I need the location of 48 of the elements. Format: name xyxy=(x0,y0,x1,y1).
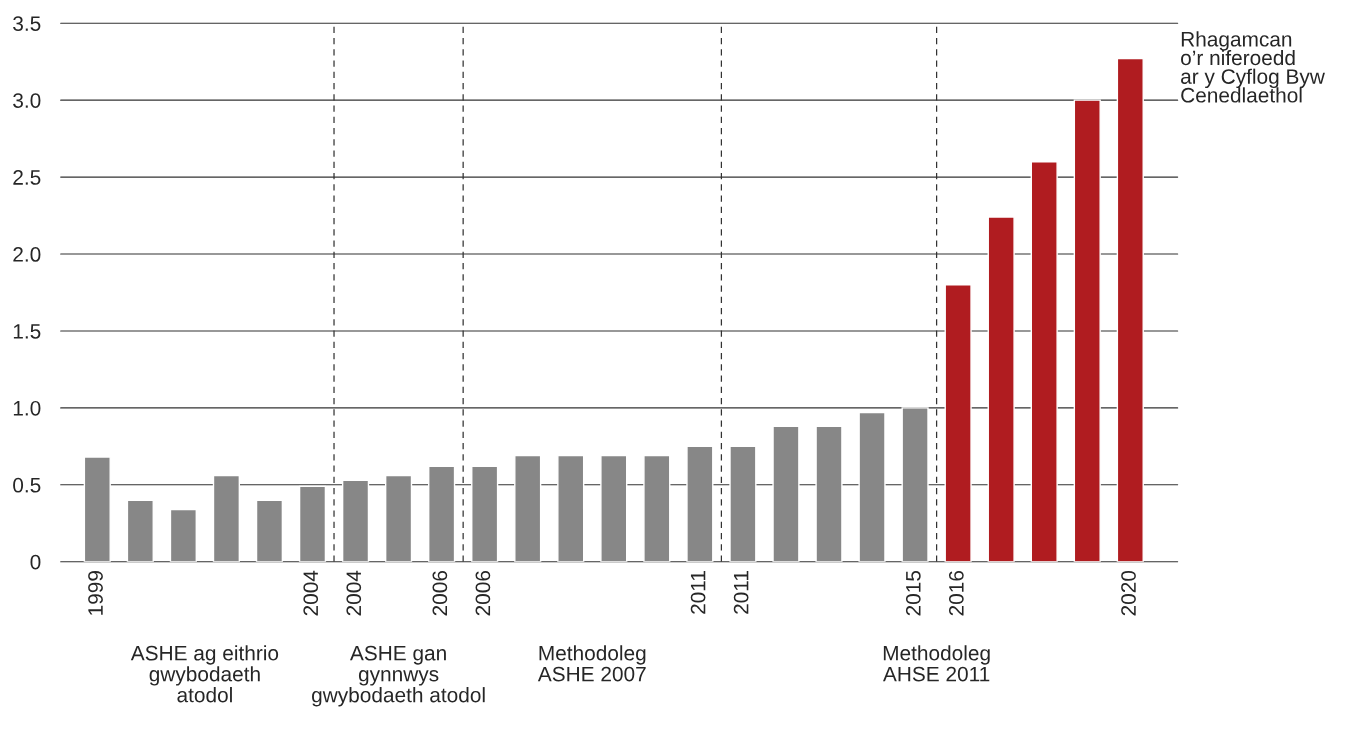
bar xyxy=(901,407,929,562)
bar xyxy=(514,454,542,562)
x-tick-label: 2011 xyxy=(690,571,706,614)
bar xyxy=(1116,57,1144,562)
bar xyxy=(772,425,800,562)
bar xyxy=(169,508,197,562)
bar xyxy=(126,499,154,562)
bar xyxy=(1073,99,1101,562)
text: Methodoleg AHSE 2011 xyxy=(882,645,990,682)
x-tick-label: 2015 xyxy=(905,570,921,616)
bar xyxy=(384,474,413,562)
text: Methodoleg ASHE 2007 xyxy=(537,645,646,682)
y-tick-label: 3.5 xyxy=(13,16,41,31)
bar xyxy=(815,425,843,562)
bar xyxy=(255,499,284,562)
x-tick-label: 2016 xyxy=(948,570,964,616)
bar xyxy=(944,284,972,562)
x-tick-label: 2020 xyxy=(1121,570,1136,616)
x-tick-label: 2006 xyxy=(432,570,448,616)
y-tick-label: 0 xyxy=(30,554,41,570)
bar xyxy=(557,454,585,562)
x-tick-label: 2004 xyxy=(303,570,319,616)
bar xyxy=(729,445,757,562)
bar xyxy=(298,485,327,562)
x-tick-label: 1999 xyxy=(88,571,103,615)
y-tick-label: 1.0 xyxy=(13,400,41,416)
bar xyxy=(1030,161,1058,562)
y-tick-label: 3.0 xyxy=(13,93,41,108)
bar xyxy=(643,454,671,562)
bar xyxy=(686,445,714,562)
y-tick-label: 0.5 xyxy=(13,477,41,493)
bar xyxy=(83,456,111,562)
y-tick-label: 2.0 xyxy=(13,247,41,262)
bar xyxy=(471,465,499,562)
bar xyxy=(212,474,241,562)
x-tick-label: 2006 xyxy=(475,570,491,616)
text: Rhagamcan o’r niferoedd ar y Cyflog Byw Cenedlaethol xyxy=(1181,31,1325,103)
text: ASHE gan gynnwys gwybodaeth atodol xyxy=(312,645,485,707)
y-tick-label: 2.5 xyxy=(13,170,41,185)
x-tick-label: 2004 xyxy=(346,570,362,616)
bar xyxy=(428,465,456,562)
text: ASHE ag eithrio gwybodaeth atodol xyxy=(130,645,279,703)
bar xyxy=(341,479,370,562)
x-tick-label: 2011 xyxy=(733,571,749,614)
y-tick-label: 1.5 xyxy=(13,324,41,339)
bar xyxy=(987,216,1015,562)
bar xyxy=(600,454,628,562)
bar xyxy=(858,411,886,562)
